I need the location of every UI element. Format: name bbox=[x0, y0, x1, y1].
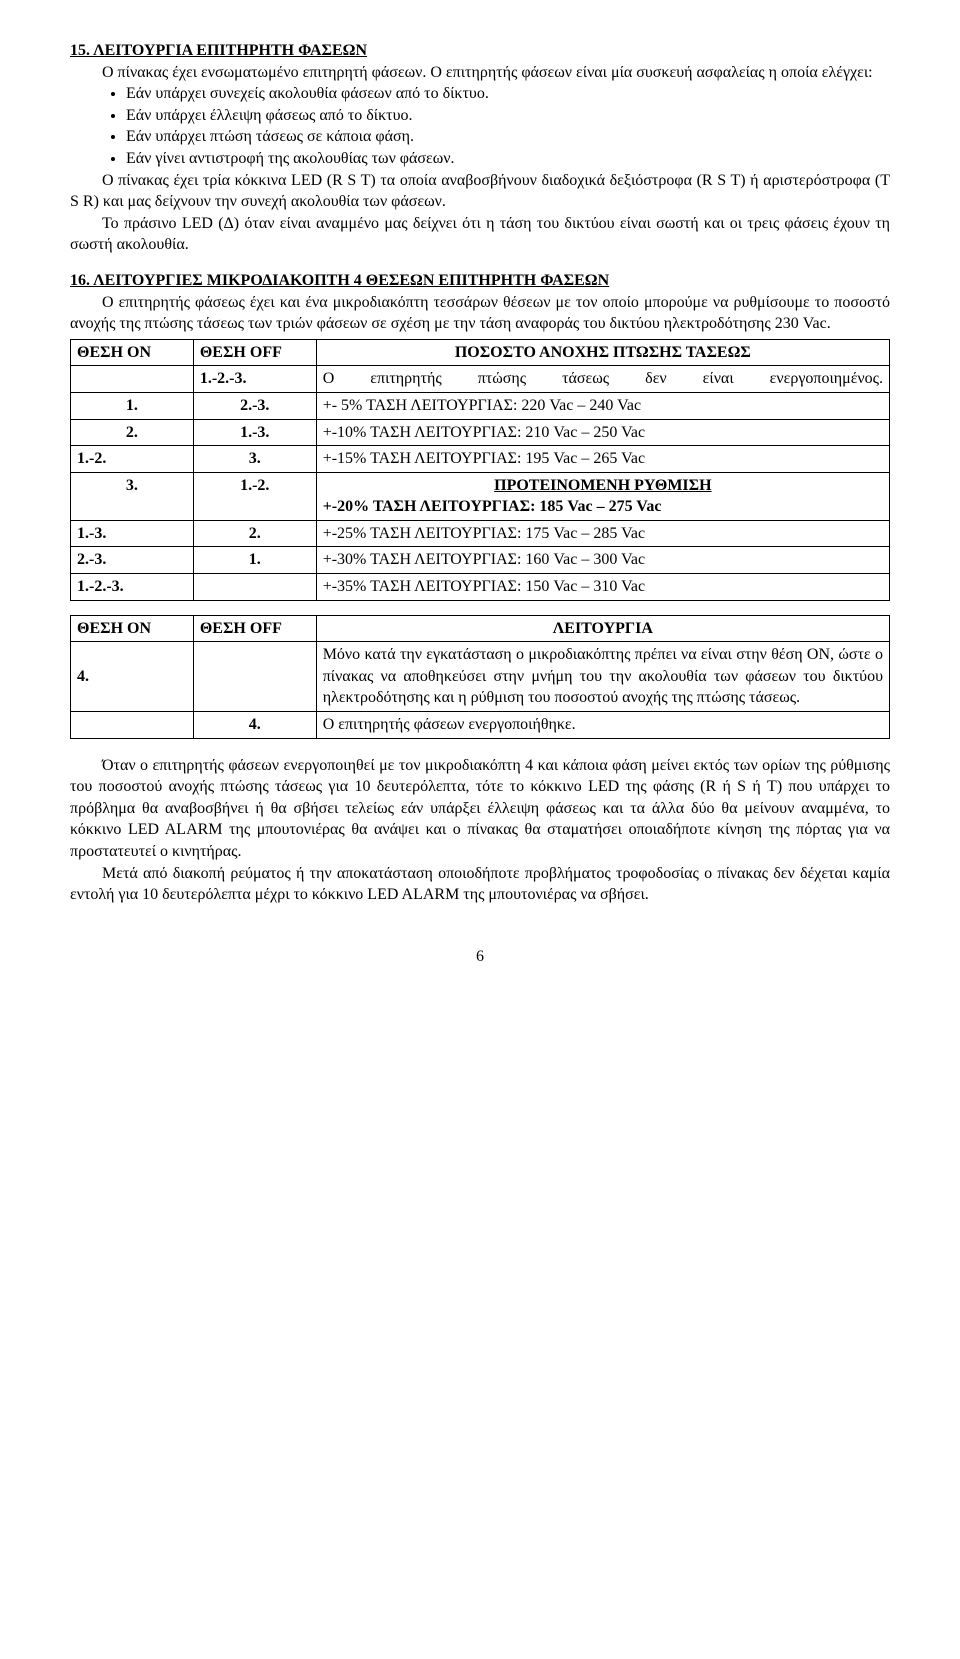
bold-text: 1.-2.-3. bbox=[200, 370, 247, 387]
cell-desc: +-30% ΤΑΣΗ ΛΕΙΤΟΥΡΓΙΑΣ: 160 Vac – 300 Va… bbox=[316, 547, 889, 574]
cell-on: 2.-3. bbox=[71, 547, 194, 574]
cell-off: 1.-2. bbox=[193, 472, 316, 520]
th-desc: ΠΟΣΟΣΤΟ ΑΝΟΧΗΣ ΠΤΩΣΗΣ ΤΑΣΕΩΣ bbox=[316, 339, 889, 366]
bold-text: 2.-3. bbox=[240, 397, 269, 414]
cell-desc: +-10% ΤΑΣΗ ΛΕΙΤΟΥΡΓΙΑΣ: 210 Vac – 250 Va… bbox=[316, 419, 889, 446]
heading-text: 16. ΛΕΙΤΟΥΡΓΙΕΣ ΜΙΚΡΟΔΙΑΚΟΠΤΗ 4 ΘΕΣΕΩΝ Ε… bbox=[70, 272, 609, 289]
cell-on bbox=[71, 712, 194, 739]
cell-on: 1. bbox=[71, 392, 194, 419]
page-number: 6 bbox=[70, 946, 890, 968]
cell-on: 3. bbox=[71, 472, 194, 520]
cell-desc: ΠΡΟΤΕΙΝΟΜΕΝΗ ΡΥΘΜΙΣΗ +-20% ΤΑΣΗ ΛΕΙΤΟΥΡΓ… bbox=[316, 472, 889, 520]
s16-p1: Ο επιτηρητής φάσεως έχει και ένα μικροδι… bbox=[70, 292, 890, 335]
bold-underline-text: ΠΡΟΤΕΙΝΟΜΕΝΗ ΡΥΘΜΙΣΗ bbox=[494, 477, 711, 494]
desc-line: +-20% ΤΑΣΗ ΛΕΙΤΟΥΡΓΙΑΣ: 185 Vac – 275 Va… bbox=[323, 496, 883, 518]
cell-off: 1.-3. bbox=[193, 419, 316, 446]
bold-text: 1.-2. bbox=[240, 477, 269, 494]
list-item: Εάν υπάρχει πτώση τάσεως σε κάποια φάση. bbox=[126, 126, 890, 148]
tail-p2: Μετά από διακοπή ρεύματος ή την αποκατάσ… bbox=[70, 863, 890, 906]
bold-text: 2.-3. bbox=[77, 551, 106, 568]
cell-on: 1.-3. bbox=[71, 520, 194, 547]
s15-p3: Το πράσινο LED (Δ) όταν είναι αναμμένο μ… bbox=[70, 213, 890, 256]
table-row: 2. 1.-3. +-10% ΤΑΣΗ ΛΕΙΤΟΥΡΓΙΑΣ: 210 Vac… bbox=[71, 419, 890, 446]
th-off: ΘΕΣΗ OFF bbox=[193, 339, 316, 366]
bold-text: +-20% ΤΑΣΗ ΛΕΙΤΟΥΡΓΙΑΣ: 185 Vac – 275 Va… bbox=[323, 498, 662, 515]
bold-text: 1.-3. bbox=[77, 525, 106, 542]
table-row: 4. Ο επιτηρητής φάσεων ενεργοποιήθηκε. bbox=[71, 712, 890, 739]
cell-off bbox=[193, 574, 316, 601]
tail-p1: Όταν ο επιτηρητής φάσεων ενεργοποιηθεί μ… bbox=[70, 755, 890, 863]
table-row: 1. 2.-3. +- 5% ΤΑΣΗ ΛΕΙΤΟΥΡΓΙΑΣ: 220 Vac… bbox=[71, 392, 890, 419]
s15-p1: Ο πίνακας έχει ενσωματωμένο επιτηρητή φά… bbox=[70, 62, 890, 84]
desc-title: ΠΡΟΤΕΙΝΟΜΕΝΗ ΡΥΘΜΙΣΗ bbox=[323, 475, 883, 497]
bold-text: 2. bbox=[126, 424, 138, 441]
cell-desc: +-15% ΤΑΣΗ ΛΕΙΤΟΥΡΓΙΑΣ: 195 Vac – 265 Va… bbox=[316, 446, 889, 473]
cell-desc: Ο επιτηρητής φάσεων ενεργοποιήθηκε. bbox=[316, 712, 889, 739]
section-16: 16. ΛΕΙΤΟΥΡΓΙΕΣ ΜΙΚΡΟΔΙΑΚΟΠΤΗ 4 ΘΕΣΕΩΝ Ε… bbox=[70, 270, 890, 739]
table-tolerance: ΘΕΣΗ ON ΘΕΣΗ OFF ΠΟΣΟΣΤΟ ΑΝΟΧΗΣ ΠΤΩΣΗΣ Τ… bbox=[70, 339, 890, 601]
table-row: 1.-2.-3. +-35% ΤΑΣΗ ΛΕΙΤΟΥΡΓΙΑΣ: 150 Vac… bbox=[71, 574, 890, 601]
cell-on: 2. bbox=[71, 419, 194, 446]
table2-wrap: ΘΕΣΗ ON ΘΕΣΗ OFF ΛΕΙΤΟΥΡΓΙΑ 4. Μόνο κατά… bbox=[70, 615, 890, 739]
cell-off: 1.-2.-3. bbox=[193, 366, 316, 393]
table-row: 1.-2. 3. +-15% ΤΑΣΗ ΛΕΙΤΟΥΡΓΙΑΣ: 195 Vac… bbox=[71, 446, 890, 473]
table-operation: ΘΕΣΗ ON ΘΕΣΗ OFF ΛΕΙΤΟΥΡΓΙΑ 4. Μόνο κατά… bbox=[70, 615, 890, 739]
th-on: ΘΕΣΗ ON bbox=[71, 339, 194, 366]
table-row: ΘΕΣΗ ON ΘΕΣΗ OFF ΠΟΣΟΣΤΟ ΑΝΟΧΗΣ ΠΤΩΣΗΣ Τ… bbox=[71, 339, 890, 366]
bold-text: 1. bbox=[126, 397, 138, 414]
desc-text: Μόνο κατά την εγκατάσταση ο μικροδιακόπτ… bbox=[323, 644, 883, 709]
cell-on: 1.-2.-3. bbox=[71, 574, 194, 601]
cell-on bbox=[71, 366, 194, 393]
cell-desc: Ο επιτηρητής πτώσης τάσεως δεν είναι ενε… bbox=[316, 366, 889, 393]
cell-desc: +-25% ΤΑΣΗ ΛΕΙΤΟΥΡΓΙΑΣ: 175 Vac – 285 Va… bbox=[316, 520, 889, 547]
cell-desc: +- 5% ΤΑΣΗ ΛΕΙΤΟΥΡΓΙΑΣ: 220 Vac – 240 Va… bbox=[316, 392, 889, 419]
bold-text: 4. bbox=[77, 668, 89, 685]
section-15-heading: 15. ΛΕΙΤΟΥΡΓΙΑ ΕΠΙΤΗΡΗΤΗ ΦΑΣΕΩΝ bbox=[70, 40, 890, 62]
bold-text: 1. bbox=[249, 551, 261, 568]
cell-desc: Μόνο κατά την εγκατάσταση ο μικροδιακόπτ… bbox=[316, 642, 889, 712]
section-16-heading: 16. ΛΕΙΤΟΥΡΓΙΕΣ ΜΙΚΡΟΔΙΑΚΟΠΤΗ 4 ΘΕΣΕΩΝ Ε… bbox=[70, 270, 890, 292]
list-item: Εάν γίνει αντιστροφή της ακολουθίας των … bbox=[126, 148, 890, 170]
table-row: 1.-3. 2. +-25% ΤΑΣΗ ΛΕΙΤΟΥΡΓΙΑΣ: 175 Vac… bbox=[71, 520, 890, 547]
table-row: ΘΕΣΗ ON ΘΕΣΗ OFF ΛΕΙΤΟΥΡΓΙΑ bbox=[71, 615, 890, 642]
cell-off bbox=[193, 642, 316, 712]
bold-text: 1.-2. bbox=[77, 450, 106, 467]
tail-paragraphs: Όταν ο επιτηρητής φάσεων ενεργοποιηθεί μ… bbox=[70, 755, 890, 906]
cell-on: 4. bbox=[71, 642, 194, 712]
bold-text: 2. bbox=[249, 525, 261, 542]
s15-bullets: Εάν υπάρχει συνεχείς ακολουθία φάσεων απ… bbox=[70, 83, 890, 169]
th-on: ΘΕΣΗ ON bbox=[71, 615, 194, 642]
list-item: Εάν υπάρχει έλλειψη φάσεως από το δίκτυο… bbox=[126, 105, 890, 127]
th-off: ΘΕΣΗ OFF bbox=[193, 615, 316, 642]
bold-text: 3. bbox=[249, 450, 261, 467]
section-15: 15. ΛΕΙΤΟΥΡΓΙΑ ΕΠΙΤΗΡΗΤΗ ΦΑΣΕΩΝ Ο πίνακα… bbox=[70, 40, 890, 256]
bold-text: 3. bbox=[126, 477, 138, 494]
cell-desc: +-35% ΤΑΣΗ ΛΕΙΤΟΥΡΓΙΑΣ: 150 Vac – 310 Va… bbox=[316, 574, 889, 601]
cell-on: 1.-2. bbox=[71, 446, 194, 473]
cell-off: 2.-3. bbox=[193, 392, 316, 419]
table-row: 1.-2.-3. Ο επιτηρητής πτώσης τάσεως δεν … bbox=[71, 366, 890, 393]
cell-off: 4. bbox=[193, 712, 316, 739]
heading-text: 15. ΛΕΙΤΟΥΡΓΙΑ ΕΠΙΤΗΡΗΤΗ ΦΑΣΕΩΝ bbox=[70, 42, 367, 59]
bold-text: 4. bbox=[249, 716, 261, 733]
bold-text: 1.-2.-3. bbox=[77, 578, 124, 595]
cell-off: 3. bbox=[193, 446, 316, 473]
table-row: 3. 1.-2. ΠΡΟΤΕΙΝΟΜΕΝΗ ΡΥΘΜΙΣΗ +-20% ΤΑΣΗ… bbox=[71, 472, 890, 520]
cell-off: 2. bbox=[193, 520, 316, 547]
bold-text: 1.-3. bbox=[240, 424, 269, 441]
table-row: 2.-3. 1. +-30% ΤΑΣΗ ΛΕΙΤΟΥΡΓΙΑΣ: 160 Vac… bbox=[71, 547, 890, 574]
table-row: 4. Μόνο κατά την εγκατάσταση ο μικροδιακ… bbox=[71, 642, 890, 712]
list-item: Εάν υπάρχει συνεχείς ακολουθία φάσεων απ… bbox=[126, 83, 890, 105]
cell-off: 1. bbox=[193, 547, 316, 574]
s15-p2: Ο πίνακας έχει τρία κόκκινα LED (R S T) … bbox=[70, 170, 890, 213]
desc-text: Ο επιτηρητής πτώσης τάσεως δεν είναι ενε… bbox=[323, 368, 883, 390]
th-desc: ΛΕΙΤΟΥΡΓΙΑ bbox=[316, 615, 889, 642]
